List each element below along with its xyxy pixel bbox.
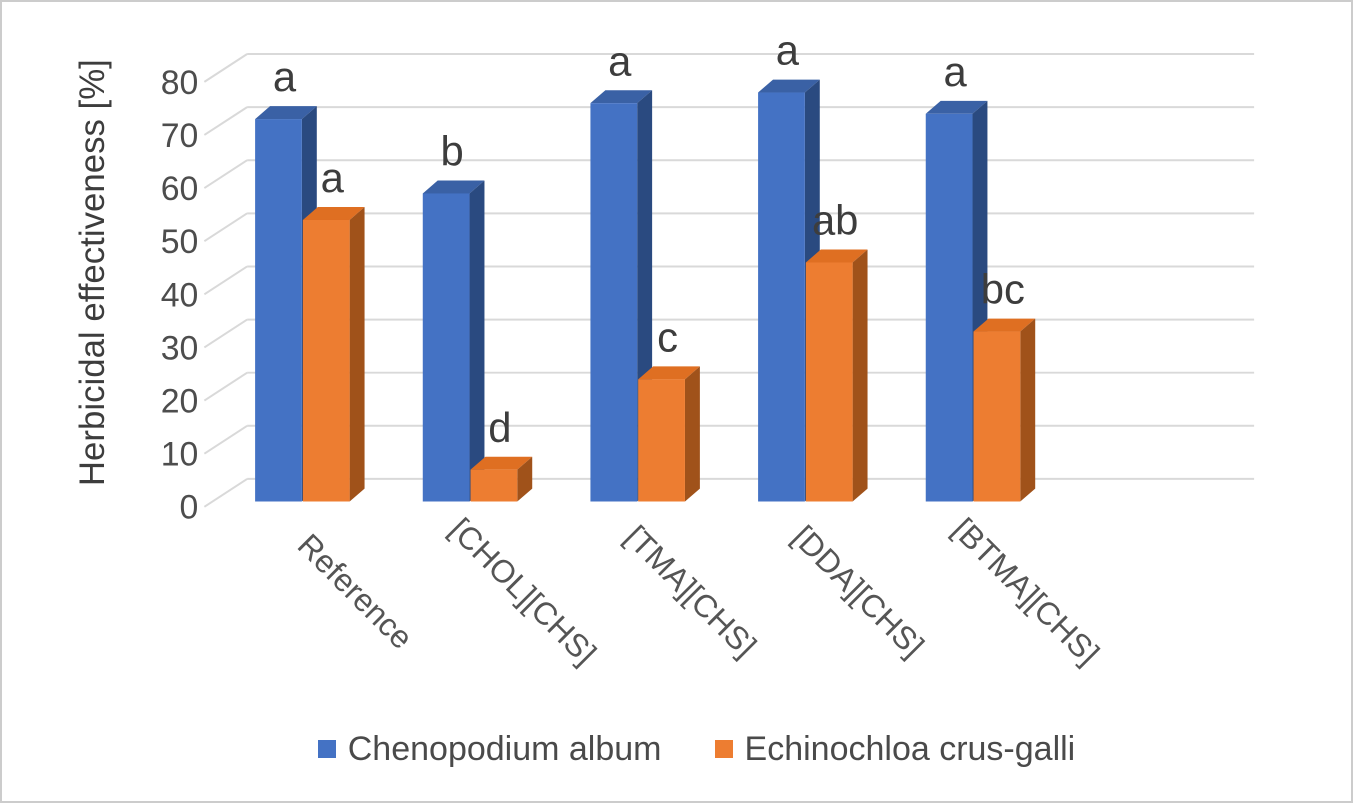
significance-letter: a: [273, 53, 297, 100]
bar-side-face: [469, 180, 485, 502]
tick-connector: [203, 478, 248, 508]
significance-letter: a: [321, 154, 345, 201]
legend-item-chenopodium-album: Chenopodium album: [317, 729, 662, 770]
y-tick-label: 10: [161, 436, 199, 474]
bar-front-face: [302, 219, 350, 502]
bar-side-face: [852, 249, 868, 502]
legend-swatch-blue-icon: [317, 740, 336, 759]
x-category-label: [BTMA][CHS]: [946, 511, 1107, 672]
significance-letter: a: [776, 27, 800, 74]
significance-letter: a: [943, 48, 967, 95]
bar-top-face: [255, 106, 317, 120]
bar-front-face: [255, 119, 302, 502]
y-tick-label: 60: [161, 170, 199, 208]
significance-letter: b: [440, 128, 463, 175]
tick-connector: [203, 318, 248, 349]
bar-top-face: [758, 79, 820, 93]
y-tick-label: 20: [161, 382, 199, 420]
bar-top-face: [422, 180, 485, 194]
bar-front-face: [925, 113, 973, 502]
bar-top-face: [805, 249, 868, 263]
y-tick-label: 30: [161, 329, 199, 367]
bar-front-face: [973, 331, 1021, 502]
tick-connector: [203, 212, 248, 243]
significance-letter: bc: [981, 266, 1025, 313]
legend-item-echinochloa-crus-galli: Echinochloa crus-galli: [714, 729, 1076, 770]
bar-front-face: [638, 379, 685, 502]
tick-connector: [203, 53, 248, 83]
x-category-label: Reference: [291, 527, 420, 656]
bar-top-face: [590, 90, 653, 104]
tick-connector: [203, 159, 248, 189]
y-tick-label: 50: [161, 223, 199, 261]
legend: Chenopodium album Echinochloa crus-galli: [42, 729, 1351, 770]
x-category-label: [TMA][CHS]: [618, 518, 763, 663]
bar-top-face: [302, 207, 365, 220]
legend-label-echinochloa-crus-galli: Echinochloa crus-galli: [744, 730, 1076, 768]
significance-letter: ab: [812, 197, 858, 244]
tick-connector: [203, 106, 248, 136]
bar-front-face: [758, 92, 805, 502]
bar-front-face: [805, 262, 853, 502]
y-tick-label: 40: [161, 276, 199, 314]
x-category-label: [DDA][CHS]: [786, 518, 932, 664]
bar-side-face: [349, 207, 365, 502]
bar-front-face: [590, 103, 638, 502]
bar-side-face: [517, 456, 533, 502]
bar-top-face: [638, 366, 700, 380]
significance-letter: d: [488, 404, 511, 451]
y-tick-label: 80: [161, 64, 199, 102]
legend-label-chenopodium-album: Chenopodium album: [347, 730, 662, 768]
significance-letter: a: [608, 37, 632, 84]
x-category-label: [CHOL][CHS]: [443, 511, 604, 672]
y-tick-label: 0: [180, 489, 199, 527]
tick-connector: [203, 424, 248, 455]
bar-top-face: [925, 100, 988, 114]
bar-top-face: [973, 318, 1036, 332]
significance-letter: c: [657, 313, 678, 360]
tick-connector: [203, 371, 248, 402]
y-axis-title: Herbicidal effectiveness [%]: [73, 59, 112, 486]
bar-side-face: [1020, 318, 1036, 502]
bar-front-face: [470, 469, 518, 502]
y-tick-label: 70: [161, 117, 199, 155]
bar-front-face: [422, 193, 470, 502]
tick-connector: [203, 265, 248, 296]
legend-swatch-orange-icon: [714, 740, 733, 759]
bar-side-face: [684, 366, 700, 502]
bar-top-face: [470, 456, 533, 470]
